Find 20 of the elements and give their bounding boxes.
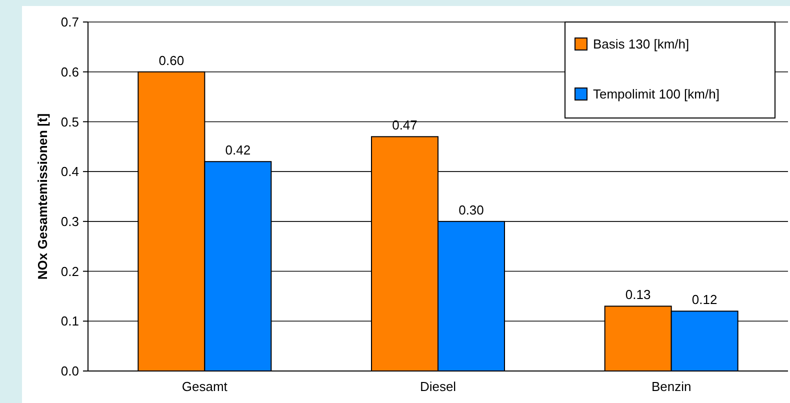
- legend-label: Basis 130 [km/h]: [593, 36, 690, 52]
- data-label: 0.30: [458, 202, 484, 218]
- y-tick-label: 0.7: [60, 14, 79, 30]
- legend-label: Tempolimit 100 [km/h]: [593, 86, 720, 102]
- x-tick-label: Benzin: [651, 379, 692, 394]
- data-label: 0.60: [158, 52, 184, 68]
- y-tick-label: 0.5: [60, 114, 79, 130]
- y-tick-label: 0.4: [60, 164, 79, 180]
- data-label: 0.12: [692, 292, 718, 308]
- y-axis-title: NOx Gesamtemissionen [t]: [35, 113, 50, 280]
- y-tick-label: 0.1: [60, 314, 79, 329]
- y-tick-label: 0.3: [60, 214, 79, 229]
- data-label: 0.47: [392, 118, 418, 133]
- x-tick-label: Gesamt: [182, 379, 228, 394]
- y-tick-label: 0.6: [60, 64, 79, 80]
- y-tick-label: 0.2: [60, 264, 79, 279]
- y-tick-label: 0.0: [60, 364, 79, 379]
- data-label: 0.13: [625, 287, 651, 302]
- data-label: 0.42: [225, 142, 251, 158]
- x-tick-label: Diesel: [420, 379, 456, 394]
